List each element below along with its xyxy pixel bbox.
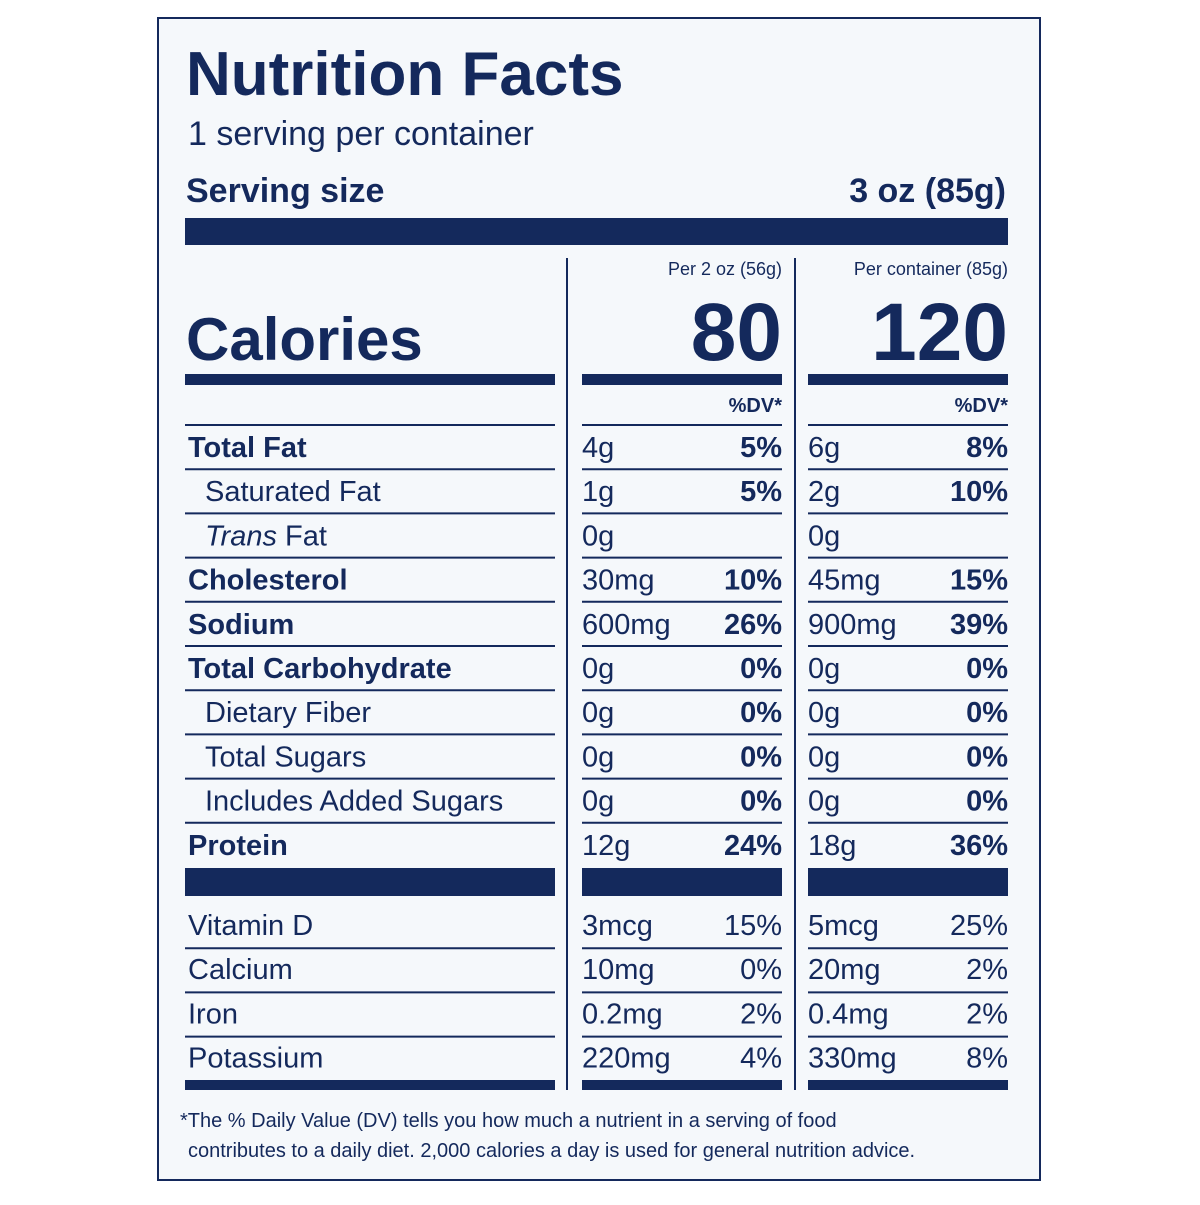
dv-header: %DV* — [955, 395, 1009, 417]
thick-bar — [808, 868, 1008, 896]
amount: 0g — [808, 697, 840, 729]
amount: 0g — [808, 653, 840, 685]
vitamin-name: Iron — [188, 998, 238, 1030]
daily-value: 8% — [966, 1043, 1008, 1075]
calories-value: 120 — [871, 287, 1008, 378]
footnote: *The % Daily Value (DV) tells you how mu… — [180, 1110, 837, 1132]
nutrient-name: Total Carbohydrate — [188, 653, 452, 685]
amount: 0g — [808, 520, 840, 552]
thick-bar — [808, 374, 1008, 385]
nutrient-name: Sodium — [188, 609, 294, 641]
amount: 18g — [808, 830, 856, 862]
daily-value: 0% — [740, 786, 782, 818]
label-border — [157, 17, 1041, 1181]
serving-size-value: 3 oz (85g) — [849, 172, 1006, 210]
amount: 0g — [582, 520, 614, 552]
amount: 4g — [582, 432, 614, 464]
thick-bar — [185, 868, 555, 896]
amount: 0g — [582, 697, 614, 729]
thick-bar — [185, 1080, 555, 1090]
amount: 10mg — [582, 954, 655, 986]
servings: 1 serving per container — [188, 115, 534, 153]
nutrient-name-rest: Fat — [285, 520, 327, 552]
thick-bar — [185, 374, 555, 385]
amount: 0.4mg — [808, 998, 889, 1030]
amount: 0g — [582, 653, 614, 685]
thick-bar — [185, 218, 1008, 245]
nutrient-name: Cholesterol — [188, 565, 348, 597]
daily-value: 0% — [966, 697, 1008, 729]
daily-value: 5% — [740, 432, 782, 464]
amount: 20mg — [808, 954, 881, 986]
daily-value: 26% — [724, 609, 782, 641]
amount: 0g — [808, 786, 840, 818]
amount: 3mcg — [582, 910, 653, 942]
daily-value: 2% — [966, 998, 1008, 1030]
amount: 2g — [808, 476, 840, 508]
amount: 30mg — [582, 565, 655, 597]
daily-value: 5% — [740, 476, 782, 508]
daily-value: 0% — [740, 697, 782, 729]
nutrient-name: Total Sugars — [205, 741, 366, 773]
amount: 45mg — [808, 565, 881, 597]
calories-label: Calories — [186, 306, 423, 373]
column-header: Per container (85g) — [854, 259, 1008, 279]
footnote: contributes to a daily diet. 2,000 calor… — [188, 1140, 915, 1162]
nutrient-name: Dietary Fiber — [205, 697, 371, 729]
amount: 12g — [582, 830, 630, 862]
daily-value: 0% — [740, 954, 782, 986]
daily-value: 2% — [740, 998, 782, 1030]
nutrient-name: Saturated Fat — [205, 476, 381, 508]
amount: 0.2mg — [582, 998, 663, 1030]
title: Nutrition Facts — [186, 40, 623, 109]
amount: 0g — [582, 786, 614, 818]
amount: 600mg — [582, 609, 671, 641]
thick-bar — [582, 868, 782, 896]
amount: 6g — [808, 432, 840, 464]
daily-value: 2% — [966, 954, 1008, 986]
vitamin-name: Potassium — [188, 1043, 323, 1075]
amount: 0g — [582, 741, 614, 773]
daily-value: 0% — [966, 653, 1008, 685]
amount: 900mg — [808, 609, 897, 641]
nutrient-name: Includes Added Sugars — [205, 786, 503, 818]
daily-value: 0% — [740, 741, 782, 773]
thick-bar — [808, 1080, 1008, 1090]
daily-value: 24% — [724, 830, 782, 862]
nutrient-name-italic: Trans — [205, 520, 277, 552]
daily-value: 0% — [966, 741, 1008, 773]
daily-value: 15% — [950, 565, 1008, 597]
calories-value: 80 — [691, 287, 782, 378]
nutrient-name: Protein — [188, 830, 288, 862]
dv-header: %DV* — [729, 395, 783, 417]
thick-bar — [582, 1080, 782, 1090]
amount: 0g — [808, 741, 840, 773]
amount: 1g — [582, 476, 614, 508]
daily-value: 10% — [724, 565, 782, 597]
daily-value: 15% — [724, 910, 782, 942]
amount: 330mg — [808, 1043, 897, 1075]
daily-value: 0% — [966, 786, 1008, 818]
amount: 220mg — [582, 1043, 671, 1075]
serving-size-label: Serving size — [186, 172, 384, 210]
vitamin-name: Vitamin D — [188, 910, 313, 942]
nutrient-name: Trans Fat — [205, 520, 327, 552]
thick-bar — [582, 374, 782, 385]
daily-value: 25% — [950, 910, 1008, 942]
daily-value: 36% — [950, 830, 1008, 862]
vitamin-name: Calcium — [188, 954, 293, 986]
daily-value: 4% — [740, 1043, 782, 1075]
daily-value: 8% — [966, 432, 1008, 464]
nutrient-name: Total Fat — [188, 432, 307, 464]
daily-value: 0% — [740, 653, 782, 685]
column-header: Per 2 oz (56g) — [668, 259, 782, 279]
daily-value: 10% — [950, 476, 1008, 508]
daily-value: 39% — [950, 609, 1008, 641]
amount: 5mcg — [808, 910, 879, 942]
